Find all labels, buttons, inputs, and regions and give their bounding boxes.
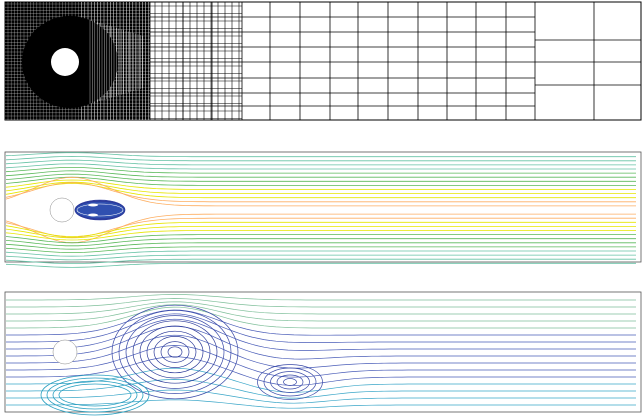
vortex-core <box>88 204 98 207</box>
panel-frame <box>5 292 641 412</box>
mesh-panel <box>5 2 641 120</box>
cylinder <box>53 340 77 364</box>
streamline-panel-steady <box>5 152 641 267</box>
recirculation <box>76 202 124 218</box>
cylinder <box>51 48 79 76</box>
cylinder <box>50 198 74 222</box>
streamline-panel-vortex <box>5 292 641 415</box>
vortex-core <box>88 214 98 217</box>
figure <box>0 0 642 416</box>
streamline <box>6 263 636 267</box>
